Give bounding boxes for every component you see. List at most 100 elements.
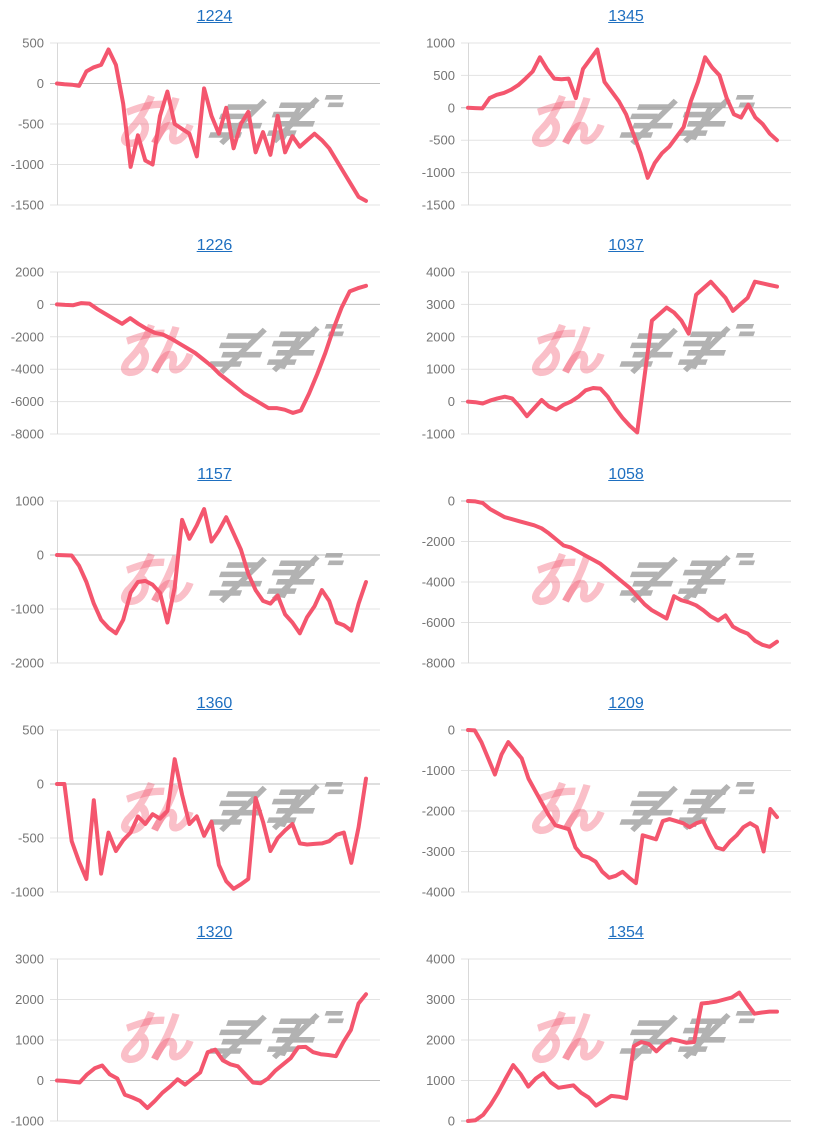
line-chart: 3000 2000 1000 0 -1000 [11,952,380,1129]
chart-cell: 1157 1000 0 -1000 -2000 [0,458,411,687]
y-axis-tick-label: 2000 [426,1033,455,1048]
line-chart: 1000 0 -1000 -2000 [11,494,380,671]
y-axis-tick-label: 0 [37,297,44,312]
line-chart: 2000 0 -2000 -4000 -6000 -8000 [11,265,380,442]
y-axis-tick-label: 2000 [15,265,44,280]
chart-title-link[interactable]: 1354 [608,924,644,941]
chart-cell: 1345 1000 500 0 -500 -1000 -1500 [411,0,823,229]
line-chart: 4000 3000 2000 1000 0 [426,952,791,1129]
y-axis-tick-label: 4000 [426,265,455,280]
y-axis-tick-label: 0 [448,494,455,509]
y-axis-tick-label: 1000 [426,362,455,377]
chart-cell: 1360 500 0 -500 -1000 [0,687,411,916]
y-axis-tick-label: -4000 [422,575,455,590]
chart-cell: 1354 4000 3000 2000 1000 0 [411,916,823,1145]
y-axis-tick-label: -1000 [422,427,455,442]
y-axis-tick-label: -2000 [422,804,455,819]
y-axis-tick-label: 4000 [426,952,455,967]
y-axis-tick-label: -500 [18,117,44,132]
y-axis-tick-label: -3000 [422,844,455,859]
y-axis-tick-label: -8000 [11,427,44,442]
y-axis-tick-label: -6000 [422,615,455,630]
y-axis-tick-label: -4000 [11,362,44,377]
chart-title-row: 1320 [0,916,411,949]
y-axis-tick-label: -1000 [422,165,455,180]
y-axis-tick-label: -2000 [11,656,44,671]
chart-title-row: 1345 [411,0,823,33]
y-axis-tick-label: -1000 [11,157,44,172]
chart-title-link[interactable]: 1157 [197,466,232,483]
chart-title-link[interactable]: 1360 [196,695,233,712]
y-axis-tick-label: -6000 [11,394,44,409]
y-axis-tick-label: 500 [22,36,44,51]
watermark-logo [535,95,758,143]
line-chart: 0 -1000 -2000 -3000 -4000 [422,723,791,900]
chart-cell: 1037 4000 3000 2000 1000 0 -1000 [411,229,823,458]
chart-cell: 1224 500 0 -500 -1000 -1500 [0,0,411,229]
chart-title-row: 1157 [0,458,411,491]
chart-cell: 1058 0 -2000 -4000 -6000 -8000 [411,458,823,687]
y-axis-tick-label: -4000 [422,885,455,900]
chart-title-row: 1209 [411,687,823,720]
data-series-line [55,507,368,636]
chart-title-row: 1360 [0,687,411,720]
data-series-line [466,499,779,649]
y-axis-tick-label: 2000 [15,992,44,1007]
y-axis-tick-label: 3000 [426,992,455,1007]
y-axis-tick-label: -1000 [11,885,44,900]
chart-title-link[interactable]: 1320 [196,924,233,941]
y-axis-tick-label: -500 [429,133,455,148]
data-series-line [55,283,368,415]
y-axis-tick-label: 3000 [15,952,44,967]
y-axis-tick-label: -500 [18,831,44,846]
chart-title-row: 1037 [411,229,823,262]
y-axis-tick-label: -1000 [422,763,455,778]
y-axis-tick-label: 500 [433,68,455,83]
chart-title-link[interactable]: 1037 [608,237,644,254]
y-axis-tick-label: 0 [37,1073,44,1088]
y-axis-tick-label: -2000 [11,329,44,344]
chart-title-row: 1058 [411,458,823,491]
watermark-logo [124,553,347,601]
watermark-logo [124,782,347,830]
chart-title-link[interactable]: 1058 [608,466,644,483]
y-axis-tick-label: 500 [22,723,44,738]
y-axis-tick-label: 0 [448,1114,455,1129]
line-chart: 500 0 -500 -1000 [11,723,380,900]
watermark-logo [535,782,758,830]
y-axis-tick-label: -1000 [11,602,44,617]
chart-cell: 1320 3000 2000 1000 0 -1000 [0,916,411,1145]
chart-title-row: 1224 [0,0,411,33]
y-axis-tick-label: -2000 [422,534,455,549]
y-axis-tick-label: 0 [37,777,44,792]
line-chart: 4000 3000 2000 1000 0 -1000 [422,265,791,442]
chart-title-link[interactable]: 1209 [608,695,644,712]
y-axis-tick-label: 0 [448,100,455,115]
y-axis-tick-label: -1500 [422,198,455,213]
watermark-logo [124,324,347,372]
data-series-line [55,47,368,203]
line-chart: 0 -2000 -4000 -6000 -8000 [422,494,791,671]
y-axis-tick-label: 1000 [15,1033,44,1048]
y-axis-tick-label: -8000 [422,656,455,671]
y-axis-tick-label: 0 [448,394,455,409]
chart-title-link[interactable]: 1224 [196,8,233,25]
chart-title-row: 1354 [411,916,823,949]
data-series-line [466,990,779,1123]
chart-title-link[interactable]: 1226 [196,237,233,254]
y-axis-tick-label: 2000 [426,329,455,344]
data-series-line [55,757,368,891]
chart-title-link[interactable]: 1345 [608,8,644,25]
y-axis-tick-label: -1500 [11,198,44,213]
data-series-line [466,47,779,180]
y-axis-tick-label: 0 [37,76,44,91]
watermark-logo [535,1011,758,1059]
y-axis-tick-label: 0 [37,548,44,563]
chart-cell: 1209 0 -1000 -2000 -3000 -4000 [411,687,823,916]
y-axis-tick-label: -1000 [11,1114,44,1129]
data-series-line [466,279,779,435]
line-chart: 500 0 -500 -1000 -1500 [11,36,380,213]
chart-title-row: 1226 [0,229,411,262]
data-series-line [466,728,779,886]
